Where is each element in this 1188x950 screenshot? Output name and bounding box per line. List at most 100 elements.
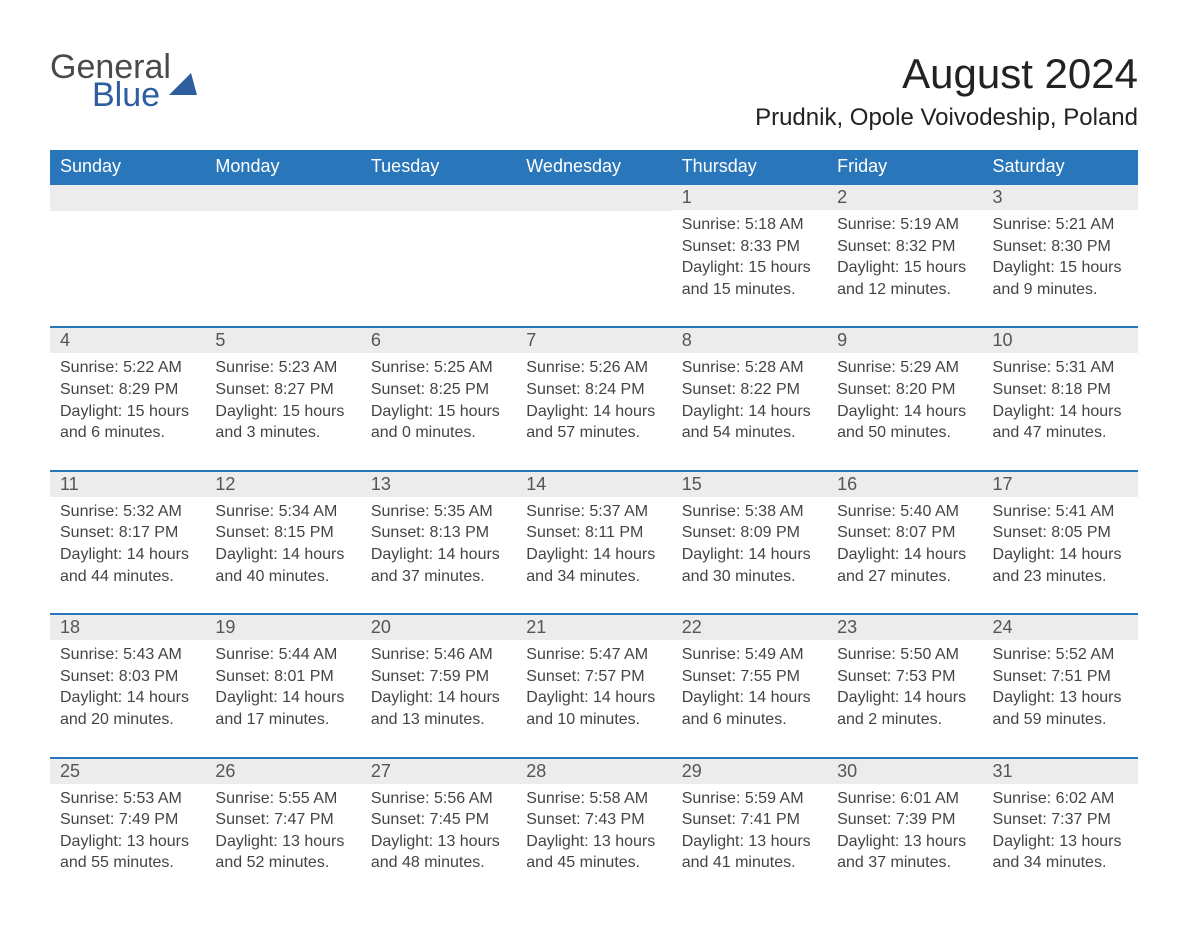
sunrise-line: Sunrise: 5:32 AM	[60, 501, 195, 523]
day-body: Sunrise: 6:01 AMSunset: 7:39 PMDaylight:…	[827, 784, 982, 900]
sunset-line: Sunset: 8:13 PM	[371, 522, 506, 544]
daylight-line: Daylight: 15 hours and 15 minutes.	[682, 257, 817, 300]
sunrise-line: Sunrise: 5:28 AM	[682, 357, 817, 379]
sunrise-line: Sunrise: 5:34 AM	[215, 501, 350, 523]
day-body: Sunrise: 5:55 AMSunset: 7:47 PMDaylight:…	[205, 784, 360, 900]
calendar-day-cell	[361, 184, 516, 327]
day-body: Sunrise: 5:35 AMSunset: 8:13 PMDaylight:…	[361, 497, 516, 613]
daylight-line: Daylight: 13 hours and 55 minutes.	[60, 831, 195, 874]
sunset-line: Sunset: 7:47 PM	[215, 809, 350, 831]
title-block: August 2024 Prudnik, Opole Voivodeship, …	[755, 50, 1138, 132]
daylight-line: Daylight: 14 hours and 10 minutes.	[526, 687, 661, 730]
sunrise-line: Sunrise: 5:21 AM	[993, 214, 1128, 236]
day-body: Sunrise: 5:43 AMSunset: 8:03 PMDaylight:…	[50, 640, 205, 756]
day-header: Wednesday	[516, 150, 671, 184]
sunset-line: Sunset: 7:43 PM	[526, 809, 661, 831]
calendar-day-cell: 25Sunrise: 5:53 AMSunset: 7:49 PMDayligh…	[50, 758, 205, 900]
day-body	[516, 211, 671, 301]
day-number: 29	[672, 759, 827, 784]
sunset-line: Sunset: 7:57 PM	[526, 666, 661, 688]
day-number: 15	[672, 472, 827, 497]
sunrise-line: Sunrise: 5:40 AM	[837, 501, 972, 523]
daylight-line: Daylight: 13 hours and 37 minutes.	[837, 831, 972, 874]
day-number: 10	[983, 328, 1138, 353]
sunset-line: Sunset: 8:05 PM	[993, 522, 1128, 544]
day-body: Sunrise: 5:41 AMSunset: 8:05 PMDaylight:…	[983, 497, 1138, 613]
daylight-line: Daylight: 14 hours and 57 minutes.	[526, 401, 661, 444]
sunset-line: Sunset: 8:27 PM	[215, 379, 350, 401]
calendar-day-cell	[516, 184, 671, 327]
calendar-day-cell: 16Sunrise: 5:40 AMSunset: 8:07 PMDayligh…	[827, 471, 982, 614]
sunset-line: Sunset: 8:24 PM	[526, 379, 661, 401]
day-number	[361, 185, 516, 211]
calendar-week-row: 1Sunrise: 5:18 AMSunset: 8:33 PMDaylight…	[50, 184, 1138, 327]
sunset-line: Sunset: 8:17 PM	[60, 522, 195, 544]
day-body: Sunrise: 5:37 AMSunset: 8:11 PMDaylight:…	[516, 497, 671, 613]
day-number: 14	[516, 472, 671, 497]
daylight-line: Daylight: 14 hours and 17 minutes.	[215, 687, 350, 730]
sunset-line: Sunset: 7:45 PM	[371, 809, 506, 831]
day-header: Saturday	[983, 150, 1138, 184]
day-body	[205, 211, 360, 301]
sunrise-line: Sunrise: 5:29 AM	[837, 357, 972, 379]
sunrise-line: Sunrise: 5:46 AM	[371, 644, 506, 666]
daylight-line: Daylight: 14 hours and 34 minutes.	[526, 544, 661, 587]
daylight-line: Daylight: 14 hours and 47 minutes.	[993, 401, 1128, 444]
daylight-line: Daylight: 14 hours and 54 minutes.	[682, 401, 817, 444]
daylight-line: Daylight: 14 hours and 50 minutes.	[837, 401, 972, 444]
sunrise-line: Sunrise: 5:59 AM	[682, 788, 817, 810]
calendar-day-cell: 18Sunrise: 5:43 AMSunset: 8:03 PMDayligh…	[50, 614, 205, 757]
sunset-line: Sunset: 8:09 PM	[682, 522, 817, 544]
day-number: 6	[361, 328, 516, 353]
calendar-day-cell: 14Sunrise: 5:37 AMSunset: 8:11 PMDayligh…	[516, 471, 671, 614]
daylight-line: Daylight: 13 hours and 52 minutes.	[215, 831, 350, 874]
day-body: Sunrise: 5:26 AMSunset: 8:24 PMDaylight:…	[516, 353, 671, 469]
day-number: 28	[516, 759, 671, 784]
location-text: Prudnik, Opole Voivodeship, Poland	[755, 104, 1138, 132]
sunrise-line: Sunrise: 5:47 AM	[526, 644, 661, 666]
calendar-day-cell: 13Sunrise: 5:35 AMSunset: 8:13 PMDayligh…	[361, 471, 516, 614]
sunset-line: Sunset: 8:11 PM	[526, 522, 661, 544]
daylight-line: Daylight: 15 hours and 9 minutes.	[993, 257, 1128, 300]
calendar-day-cell: 28Sunrise: 5:58 AMSunset: 7:43 PMDayligh…	[516, 758, 671, 900]
calendar-day-cell: 23Sunrise: 5:50 AMSunset: 7:53 PMDayligh…	[827, 614, 982, 757]
calendar-day-cell: 7Sunrise: 5:26 AMSunset: 8:24 PMDaylight…	[516, 327, 671, 470]
sunrise-line: Sunrise: 5:52 AM	[993, 644, 1128, 666]
calendar-day-cell	[205, 184, 360, 327]
day-number: 9	[827, 328, 982, 353]
sunrise-line: Sunrise: 5:35 AM	[371, 501, 506, 523]
sunrise-line: Sunrise: 5:25 AM	[371, 357, 506, 379]
day-body: Sunrise: 5:46 AMSunset: 7:59 PMDaylight:…	[361, 640, 516, 756]
calendar-day-cell	[50, 184, 205, 327]
day-body: Sunrise: 5:19 AMSunset: 8:32 PMDaylight:…	[827, 210, 982, 326]
calendar-day-cell: 4Sunrise: 5:22 AMSunset: 8:29 PMDaylight…	[50, 327, 205, 470]
day-header: Thursday	[672, 150, 827, 184]
day-number: 27	[361, 759, 516, 784]
sunrise-line: Sunrise: 5:18 AM	[682, 214, 817, 236]
daylight-line: Daylight: 14 hours and 44 minutes.	[60, 544, 195, 587]
calendar-day-cell: 29Sunrise: 5:59 AMSunset: 7:41 PMDayligh…	[672, 758, 827, 900]
day-number: 13	[361, 472, 516, 497]
sunset-line: Sunset: 8:32 PM	[837, 236, 972, 258]
sunset-line: Sunset: 8:22 PM	[682, 379, 817, 401]
day-number: 2	[827, 185, 982, 210]
day-number	[205, 185, 360, 211]
day-body: Sunrise: 5:50 AMSunset: 7:53 PMDaylight:…	[827, 640, 982, 756]
calendar-day-cell: 3Sunrise: 5:21 AMSunset: 8:30 PMDaylight…	[983, 184, 1138, 327]
month-title: August 2024	[755, 50, 1138, 98]
logo-word2: Blue	[92, 78, 171, 112]
sunrise-line: Sunrise: 5:44 AM	[215, 644, 350, 666]
sunrise-line: Sunrise: 5:37 AM	[526, 501, 661, 523]
calendar-table: SundayMondayTuesdayWednesdayThursdayFrid…	[50, 150, 1138, 900]
sunrise-line: Sunrise: 5:43 AM	[60, 644, 195, 666]
sunset-line: Sunset: 7:41 PM	[682, 809, 817, 831]
calendar-day-cell: 19Sunrise: 5:44 AMSunset: 8:01 PMDayligh…	[205, 614, 360, 757]
day-body: Sunrise: 5:59 AMSunset: 7:41 PMDaylight:…	[672, 784, 827, 900]
day-body	[361, 211, 516, 301]
day-body: Sunrise: 5:31 AMSunset: 8:18 PMDaylight:…	[983, 353, 1138, 469]
daylight-line: Daylight: 14 hours and 6 minutes.	[682, 687, 817, 730]
calendar-day-cell: 12Sunrise: 5:34 AMSunset: 8:15 PMDayligh…	[205, 471, 360, 614]
sunrise-line: Sunrise: 5:41 AM	[993, 501, 1128, 523]
sunrise-line: Sunrise: 5:22 AM	[60, 357, 195, 379]
daylight-line: Daylight: 15 hours and 6 minutes.	[60, 401, 195, 444]
